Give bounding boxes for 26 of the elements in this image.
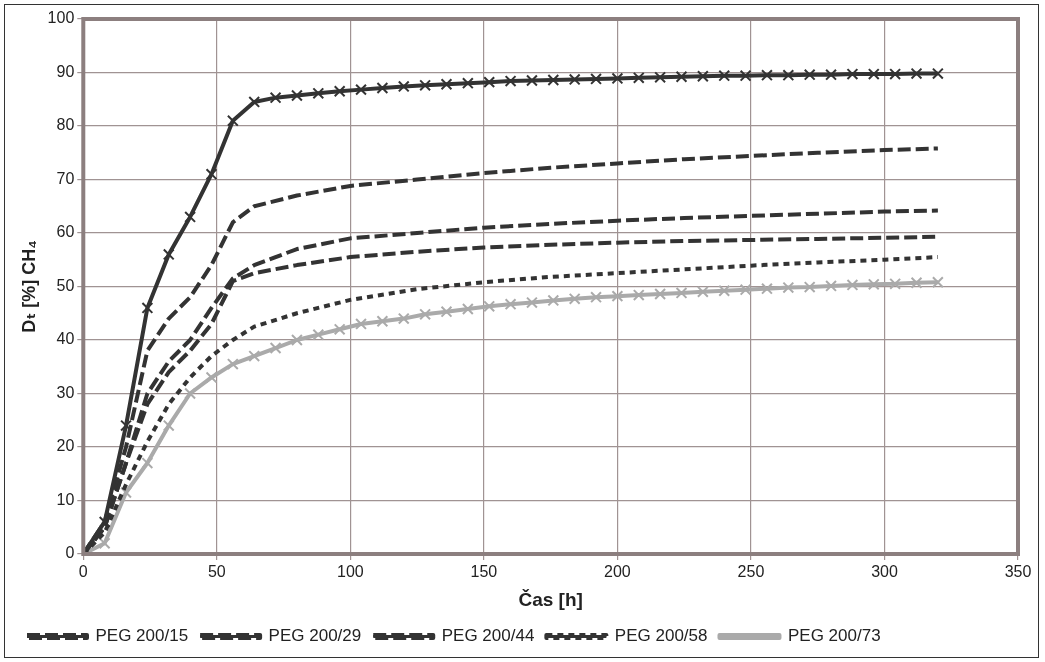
legend-label: PEG 200/58 <box>614 626 708 646</box>
y-tick-label: 10 <box>56 490 75 508</box>
x-tick-label: 0 <box>78 563 88 581</box>
x-tick-label: 300 <box>871 563 898 581</box>
legend-label: PEG 200/15 <box>95 626 189 646</box>
y-tick-label: 50 <box>56 276 75 294</box>
x-tick-label: 200 <box>604 563 631 581</box>
y-tick-label: 70 <box>56 169 75 187</box>
y-tick-label: 80 <box>56 116 75 134</box>
y-tick-label: 60 <box>56 223 75 241</box>
legend-label: PEG 200/44 <box>441 626 535 646</box>
y-tick-label: 40 <box>56 330 75 348</box>
y-tick-label: 0 <box>65 544 75 562</box>
y-tick-label: 100 <box>47 9 75 27</box>
x-tick-label: 100 <box>337 563 364 581</box>
x-tick-label: 350 <box>1004 563 1032 581</box>
x-axis-title: Čas [h] <box>518 588 583 610</box>
x-tick-label: 150 <box>470 563 498 581</box>
x-tick-label: 250 <box>737 563 765 581</box>
y-tick-label: 30 <box>56 383 75 401</box>
y-axis-title: Dₜ [%] CH₄ <box>18 240 39 333</box>
y-tick-label: 90 <box>56 62 75 80</box>
legend-label: PEG 200/29 <box>268 626 362 646</box>
legend-label: PEG 200/73 <box>787 626 881 646</box>
x-tick-label: 50 <box>207 563 226 581</box>
y-tick-label: 20 <box>56 437 75 455</box>
